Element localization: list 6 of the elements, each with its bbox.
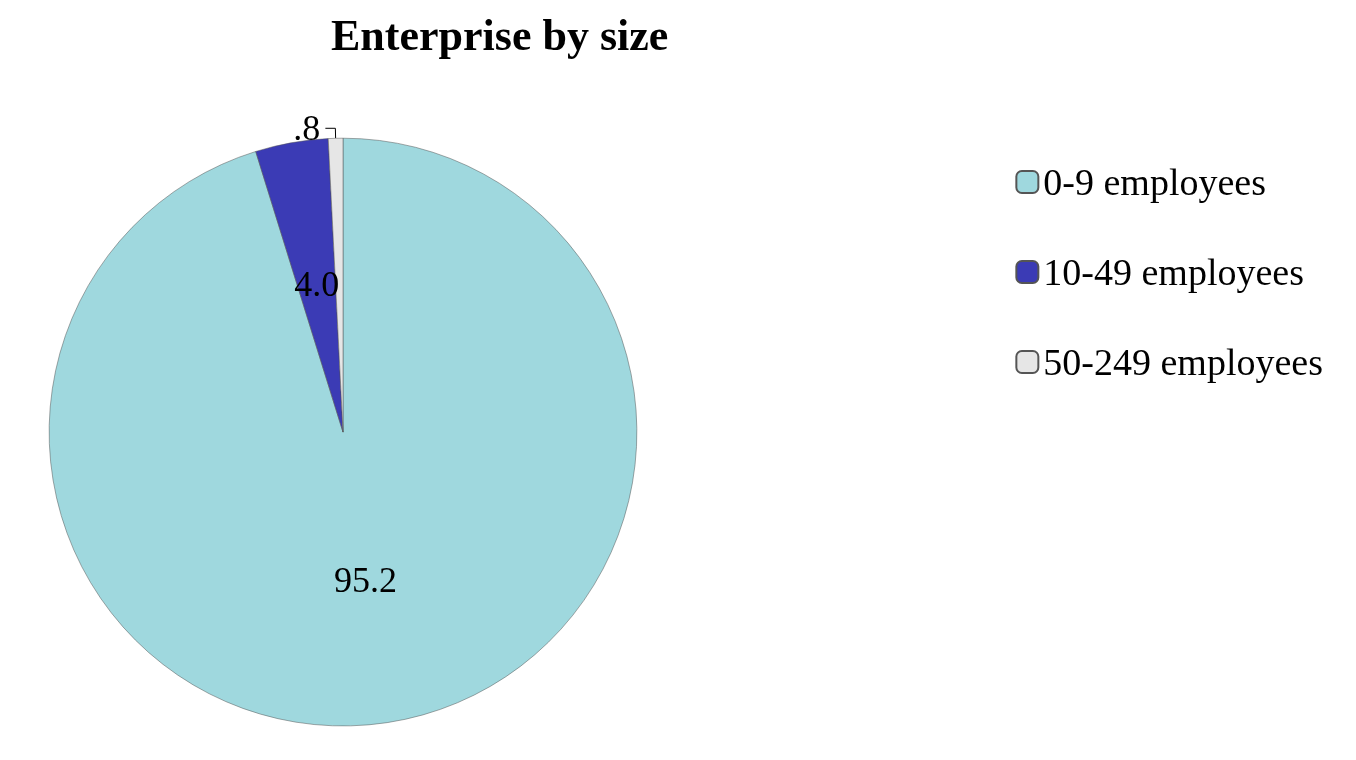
- legend-label: 50-249 employees: [1043, 341, 1323, 383]
- legend-label: 0-9 employees: [1043, 161, 1266, 203]
- data-label: 95.2: [334, 560, 398, 601]
- chart-title: Enterprise by size: [331, 10, 669, 60]
- legend-label: 10-49 employees: [1043, 251, 1304, 293]
- data-label: .8: [293, 108, 321, 149]
